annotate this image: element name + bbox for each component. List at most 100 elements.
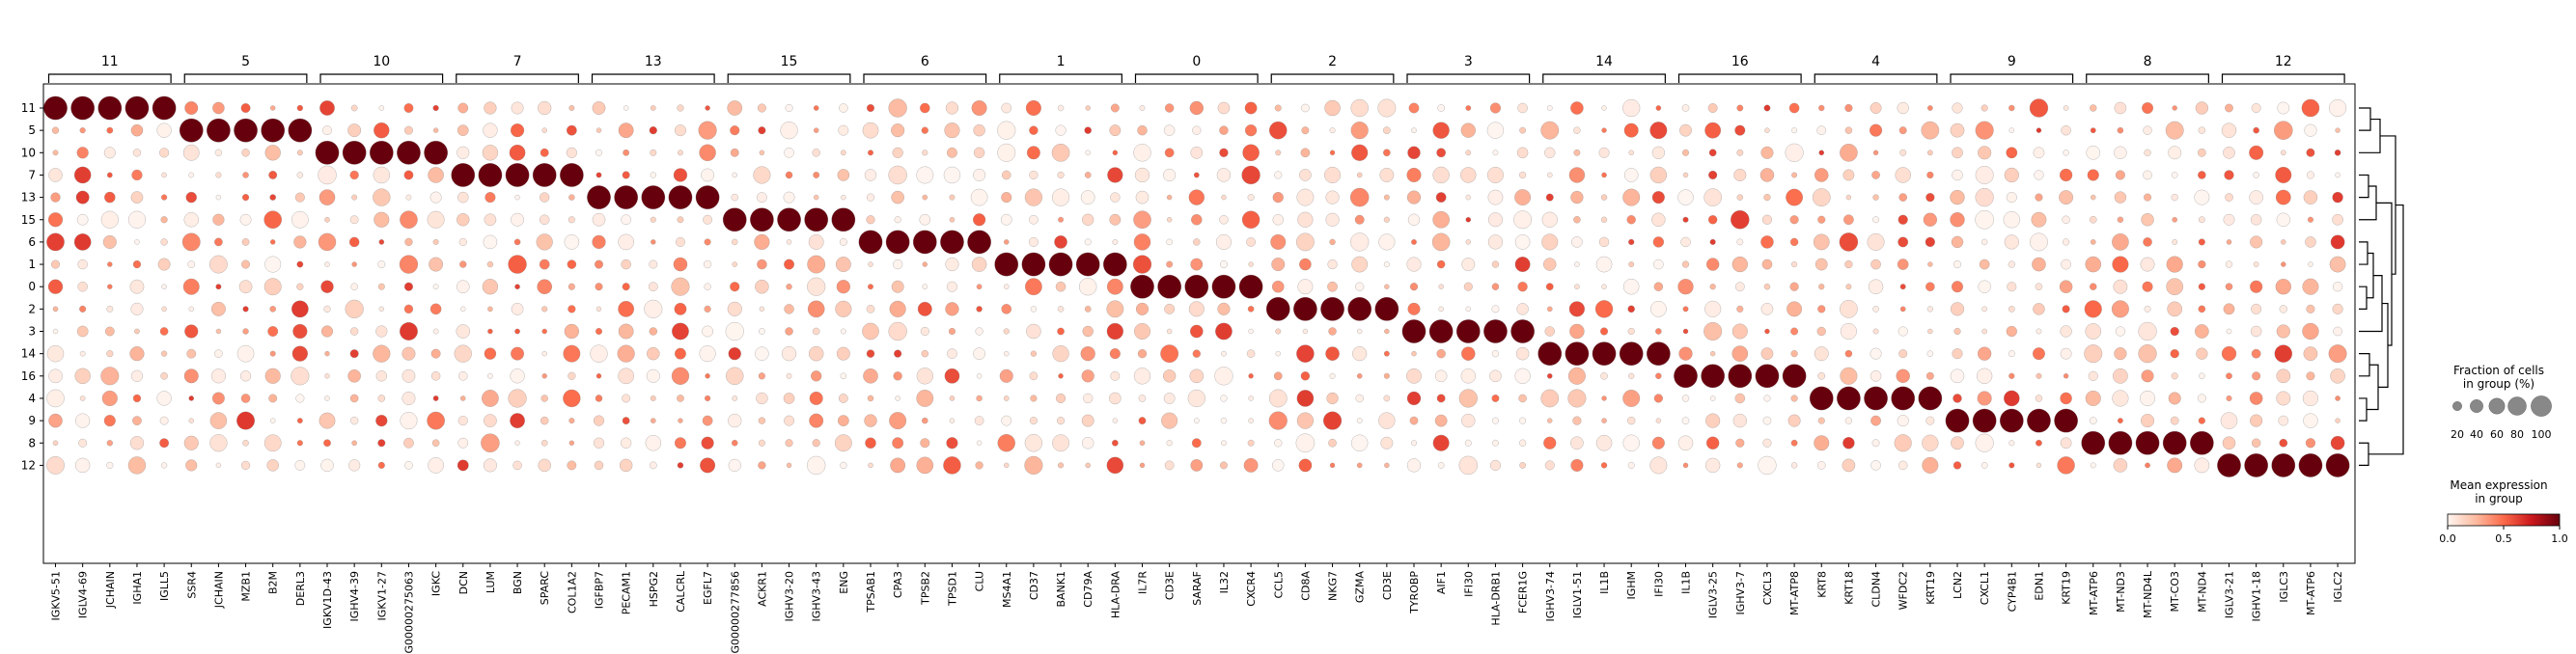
x-tick-label: IGHV3-20 (784, 571, 796, 622)
dot-mark (1460, 368, 1476, 384)
dot-mark (1247, 306, 1255, 313)
dot-mark (1981, 306, 1987, 313)
dot-mark (1461, 346, 1476, 361)
dot-mark (1001, 102, 1012, 114)
x-tick-label: ENG (838, 571, 850, 594)
dot-mark (2091, 194, 2096, 201)
dendrogram-link (2367, 364, 2379, 411)
dot-mark (1516, 147, 1529, 158)
dot-mark (1187, 389, 1205, 408)
group-bracket (999, 73, 1122, 83)
dot-mark (1541, 211, 1558, 228)
dendrogram-link (2359, 397, 2368, 422)
dot-mark (261, 118, 286, 143)
dot-mark (568, 216, 575, 224)
dot-mark (1565, 341, 1590, 366)
dot-mark (1899, 149, 1907, 156)
dot-mark (2117, 126, 2124, 134)
dot-mark (1953, 327, 1961, 336)
x-axis: IGKV5-51 IGLV4-69 JCHAIN IGHA1 IGLL5 SSR4 JCHA… (50, 563, 2344, 654)
group-bracket (1677, 73, 1802, 83)
x-tick-label: IFI30 (1652, 571, 1665, 597)
dot-mark (51, 126, 60, 134)
dot-mark (77, 282, 88, 292)
dot-mark (1407, 302, 1421, 315)
dot-mark (2165, 121, 2184, 140)
dot-mark (922, 194, 928, 201)
dot-mark (893, 371, 902, 381)
dendrogram-link (2376, 202, 2393, 346)
dot-mark (2330, 368, 2345, 384)
dot-mark (130, 369, 144, 382)
dot-mark (511, 212, 524, 227)
group-bracket (2221, 73, 2345, 83)
dot-mark (296, 104, 303, 112)
dot-mark (2008, 372, 2015, 379)
dot-mark (695, 185, 720, 209)
dot-mark (1896, 368, 1910, 383)
dot-mark (976, 306, 983, 313)
dot-mark (1166, 260, 1174, 268)
dot-mark (1085, 105, 1091, 111)
dot-mark (540, 214, 550, 225)
dot-mark (866, 193, 875, 202)
x-tick-label: IGKV1-27 (375, 571, 388, 620)
x-tick-label: SPARC (539, 571, 551, 606)
dot-mark (1651, 191, 1665, 204)
dot-mark (1945, 408, 1970, 433)
dot-mark (2113, 279, 2128, 294)
dot-mark (676, 236, 685, 247)
dot-mark (1029, 417, 1038, 425)
dot-mark (97, 95, 123, 121)
dot-mark (1840, 323, 1857, 340)
dot-mark (2199, 372, 2205, 379)
dot-mark (1950, 212, 1965, 228)
dot-mark (1327, 259, 1338, 270)
dot-mark (505, 163, 530, 187)
dot-mark (783, 191, 795, 204)
dot-mark (267, 326, 279, 337)
dot-mark (1085, 462, 1091, 469)
dot-mark (1975, 210, 1994, 230)
group-label: 10 (373, 54, 390, 69)
dot-mark (1057, 417, 1066, 425)
dot-mark (2333, 326, 2342, 337)
dot-mark (182, 278, 200, 295)
dot-mark (402, 368, 416, 383)
dot-mark (1763, 194, 1771, 202)
dot-mark (269, 350, 276, 357)
dot-mark (1025, 278, 1042, 296)
dot-mark (618, 233, 634, 251)
dot-mark (1432, 122, 1450, 139)
dot-mark (2249, 190, 2263, 204)
dot-mark (152, 95, 177, 121)
dot-mark (813, 105, 819, 111)
dot-mark (106, 350, 114, 358)
dot-mark (645, 435, 661, 451)
dot-mark (2223, 213, 2235, 226)
dot-mark (1790, 395, 1798, 402)
dot-mark (592, 101, 606, 115)
dot-mark (1868, 279, 1884, 294)
dot-mark (241, 238, 250, 246)
dot-mark (1649, 122, 1668, 140)
dendrogram-link (2359, 107, 2371, 131)
dot-mark (459, 260, 467, 268)
dot-mark (129, 279, 145, 294)
x-tick-label: SSR4 (185, 571, 198, 599)
y-tick-label: 0 (28, 280, 36, 293)
x-tick-label: ENSG00000275063 (402, 571, 415, 654)
dot-mark (1409, 416, 1419, 425)
dot-mark (2008, 104, 2015, 112)
dot-mark (377, 260, 386, 268)
dot-mark (457, 191, 469, 204)
x-tick-label: MT-ATP8 (1788, 571, 1801, 615)
dot-mark (296, 172, 304, 178)
dot-mark (134, 328, 140, 335)
dot-mark (839, 103, 848, 113)
dot-mark (1001, 304, 1011, 314)
dot-mark (1897, 259, 1909, 270)
dot-mark (1058, 373, 1064, 379)
dot-mark (50, 192, 61, 203)
dot-mark (732, 440, 738, 447)
